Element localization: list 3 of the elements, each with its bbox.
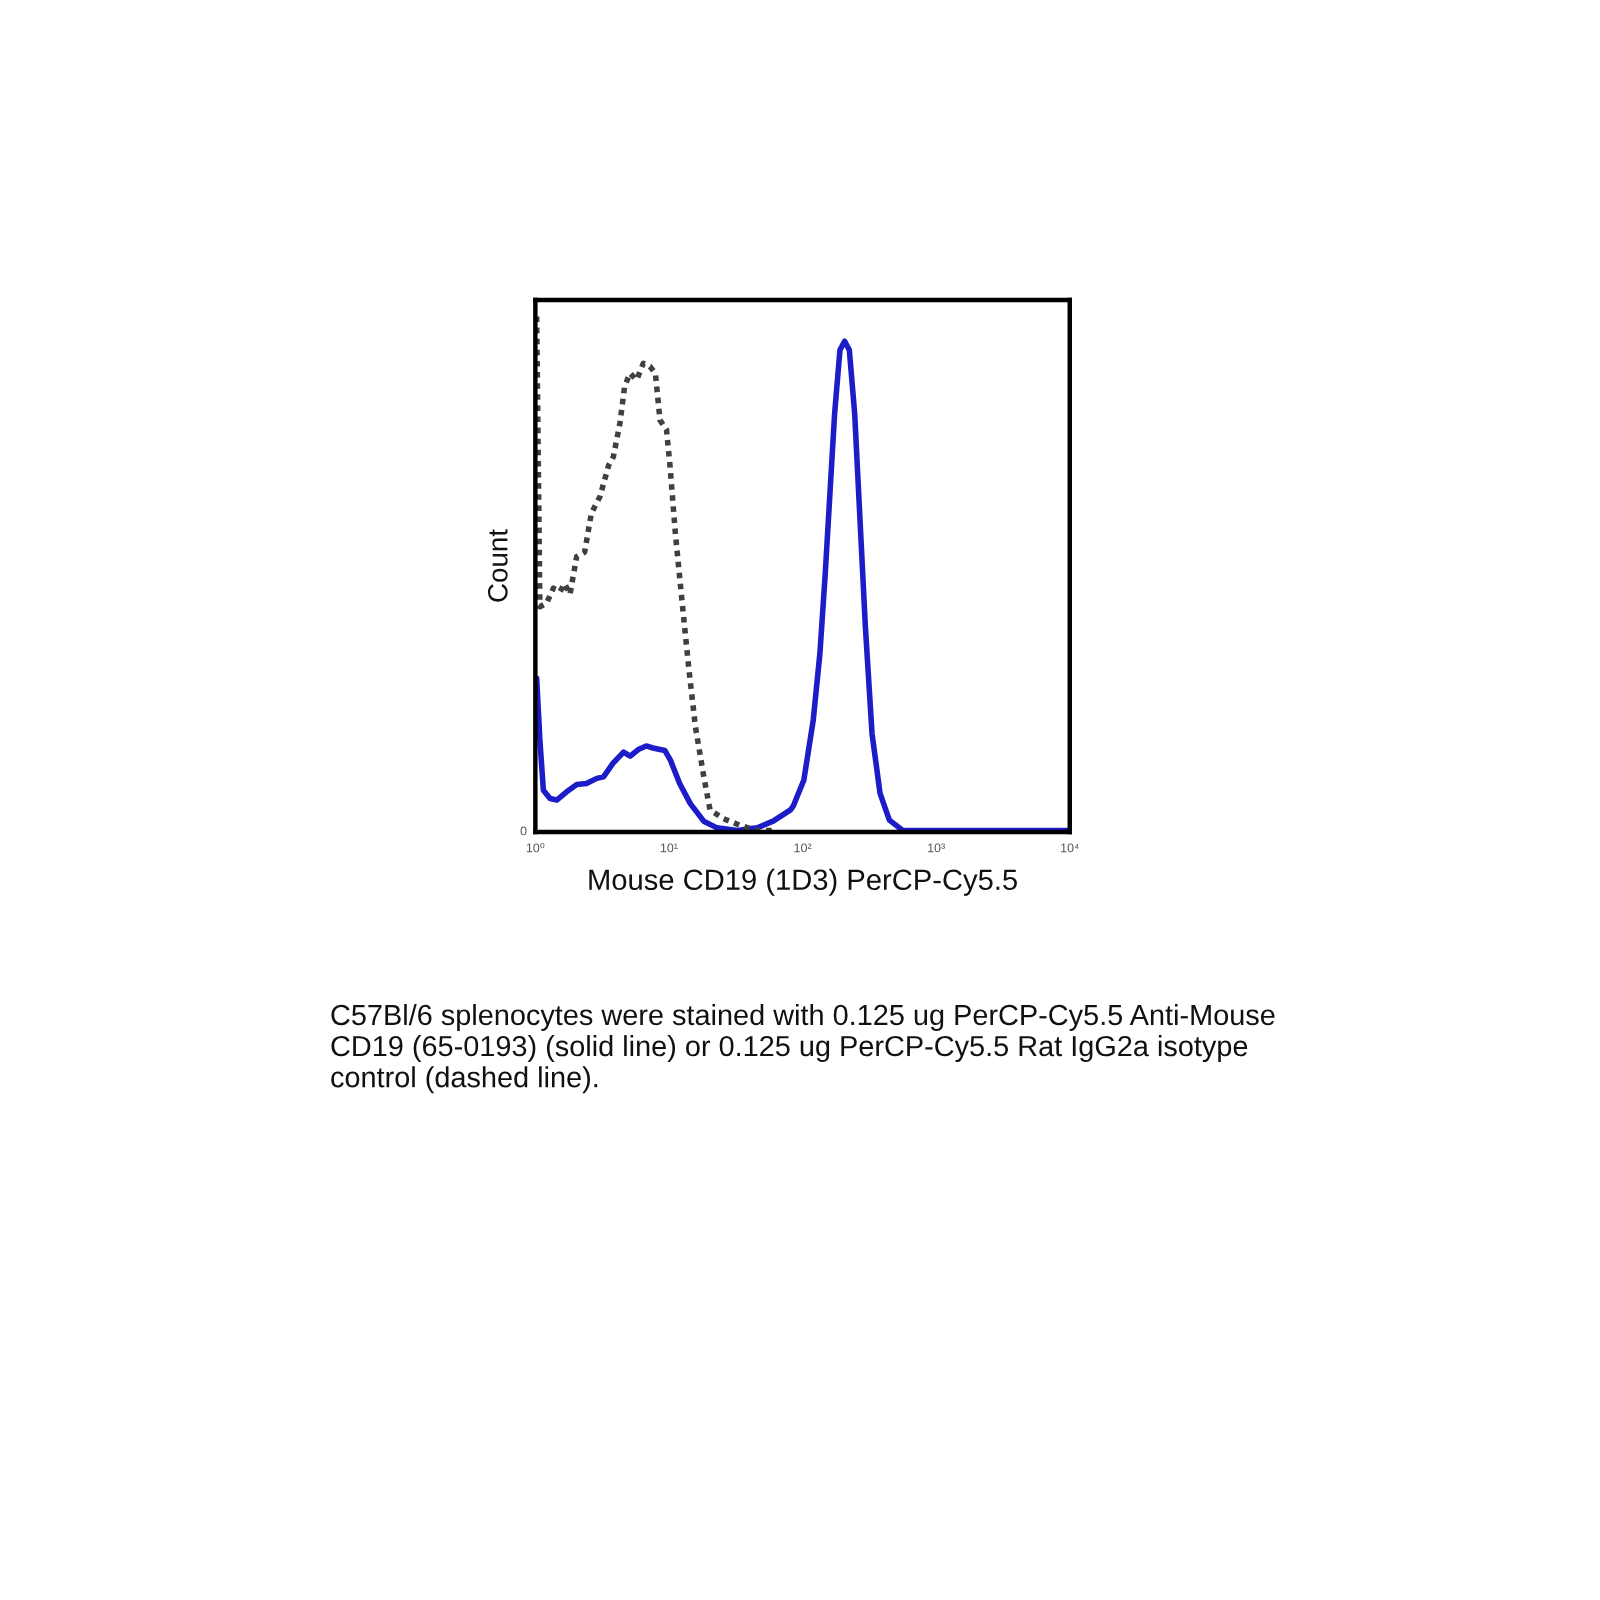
y-axis-title: Count (487, 529, 508, 602)
x-axis-title: Mouse CD19 (1D3) PerCP-Cy5.5 (589, 868, 1017, 896)
text: C57Bl/6 splenocytes were stained with 0.125 ug PerCP-Cy5.5 Anti-Mouse CD19 (65-0193) (solid line) or 0.125 ug PerCP-Cy5.5 Rat IgG2a isotype control (dashed line). (331, 1004, 1275, 1094)
